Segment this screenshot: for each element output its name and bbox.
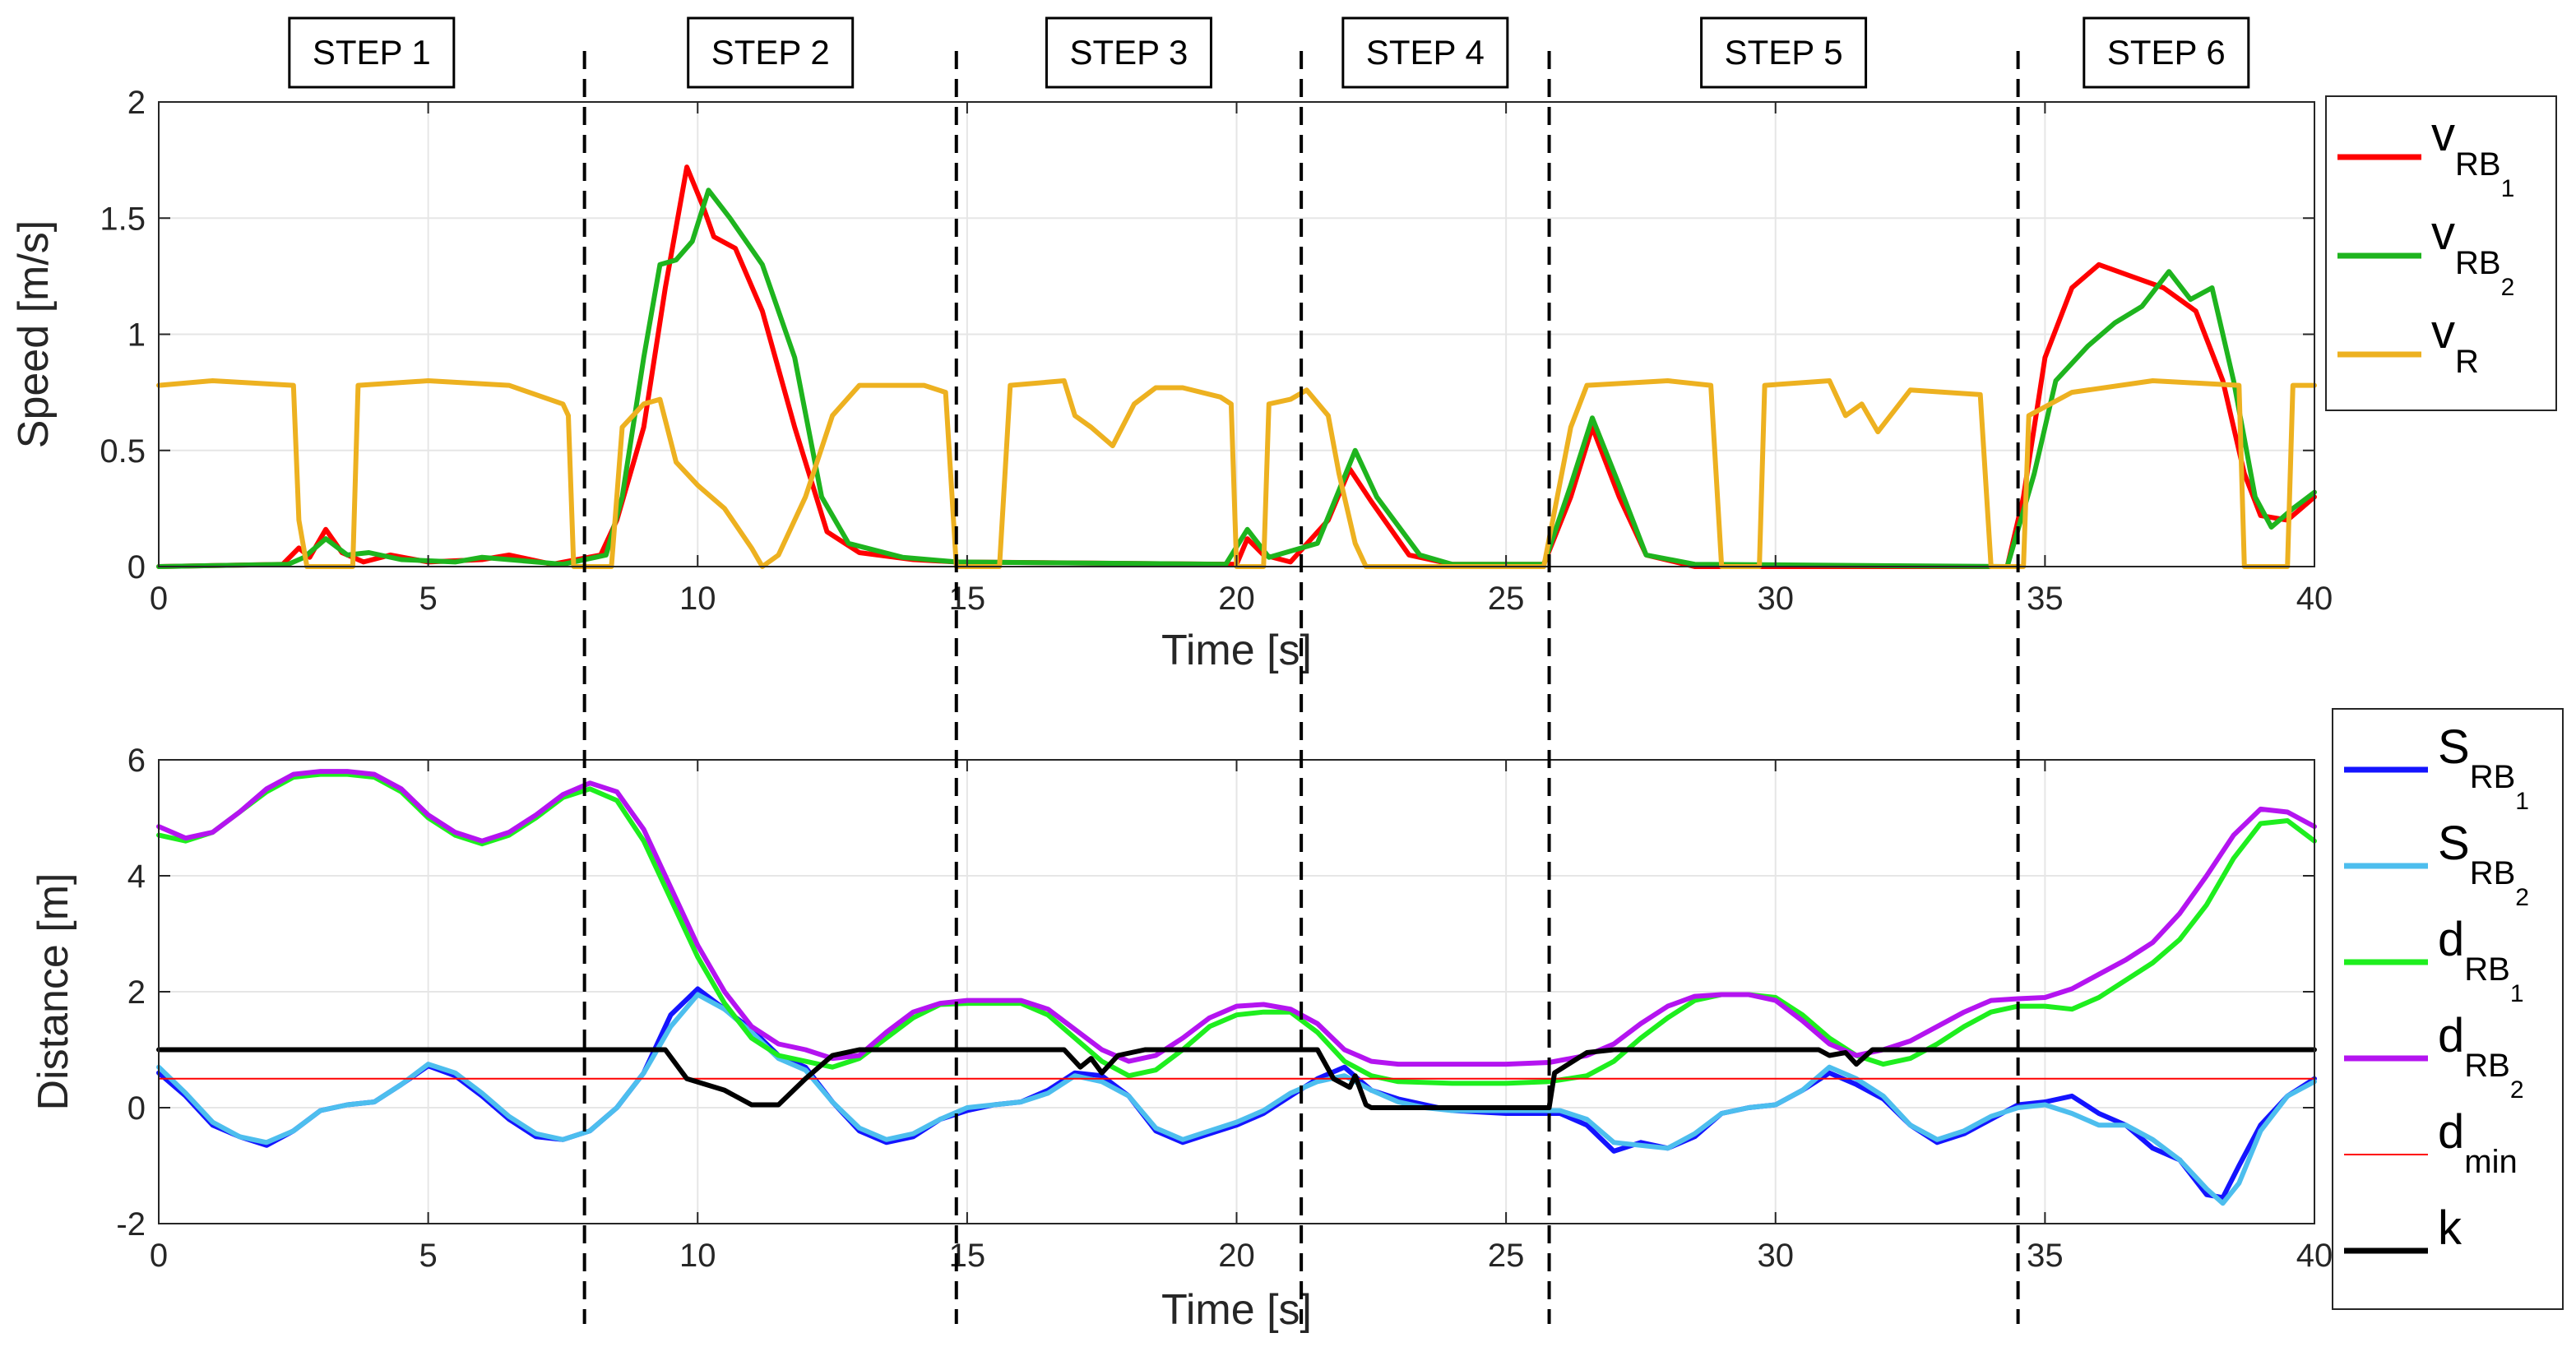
step-label: STEP 1 (313, 33, 431, 72)
legend-label-v-r: vR (2431, 305, 2479, 380)
series-line-k (156, 1047, 2317, 1110)
step-label-box (687, 16, 855, 89)
distance-x-tick-label: 25 (1488, 1238, 1525, 1274)
legend-main: S (2438, 817, 2470, 870)
legend-main: d (2438, 1009, 2464, 1062)
distance-y-tick-label: 2 (127, 974, 146, 1011)
legend-main: v (2431, 108, 2455, 161)
step-dividers (582, 51, 2020, 1324)
legend-main: d (2438, 913, 2464, 966)
distance-y-tick-label: 0 (127, 1090, 146, 1127)
step-label: STEP 6 (2107, 33, 2226, 72)
distance-x-tick-label: 5 (419, 1238, 438, 1274)
speed-x-tick-label: 0 (150, 581, 168, 617)
distance-y-axis-label: Distance [m] (30, 873, 77, 1111)
legend-sub: RB (2455, 146, 2501, 183)
distance-y-tick-label: 4 (127, 859, 146, 895)
legend-label-v-rb2: vRB2 (2431, 206, 2514, 301)
legend-main: k (2438, 1201, 2462, 1255)
legend-sub: RB (2470, 759, 2516, 795)
legend-main: d (2438, 1105, 2464, 1159)
speed-x-tick-label: 10 (679, 581, 716, 617)
speed-x-tick-label: 15 (949, 581, 986, 617)
speed-x-tick-label: 35 (2027, 581, 2064, 617)
legend-sub: RB (2470, 855, 2516, 891)
distance-y-tick-label: 6 (127, 743, 146, 779)
distance-x-tick-label: 35 (2027, 1238, 2064, 1274)
step-label: STEP 3 (1069, 33, 1188, 72)
speed-chart: 0 5 10 15 20 25 30 35 40 0 0.5 1 1.5 2 Time [s] Speed [… (10, 85, 2557, 674)
distance-x-tick-label: 15 (949, 1238, 986, 1274)
legend-label-k: k (2438, 1201, 2462, 1255)
legend-label-s-rb2: SRB2 (2438, 817, 2529, 911)
speed-x-tick-label: 25 (1488, 581, 1525, 617)
speed-y-tick-label: 0.5 (100, 433, 146, 470)
step-label-box (288, 16, 456, 89)
legend-main: S (2438, 720, 2470, 774)
legend-main: v (2431, 206, 2455, 260)
legend-sub: RB (2464, 1048, 2510, 1084)
speed-y-tick-label: 1 (127, 317, 146, 354)
series-line-v-rb2 (156, 187, 2317, 569)
legend-sub: RB (2464, 951, 2510, 988)
speed-y-tick-label: 0 (127, 549, 146, 585)
legend-label-d-rb1: dRB1 (2438, 913, 2524, 1007)
distance-x-axis-label: Time [s] (1161, 1286, 1312, 1334)
speed-x-tick-label: 40 (2296, 581, 2333, 617)
step-label-box (1341, 16, 1509, 89)
step-label-box (1700, 16, 1868, 89)
legend-subsub: 1 (2515, 788, 2529, 815)
speed-y-axis-label: Speed [m/s] (10, 220, 58, 448)
legend-label-d-rb2: dRB2 (2438, 1009, 2524, 1104)
legend-sub: RB (2455, 245, 2501, 281)
legend-label-d-min: dmin (2438, 1105, 2518, 1180)
legend-subsub: 1 (2510, 980, 2524, 1007)
series-line-s-rb2 (156, 992, 2317, 1206)
distance-y-tick-label: -2 (116, 1206, 146, 1243)
series-line-d-rb1 (156, 771, 2317, 1086)
step-label: STEP 4 (1366, 33, 1485, 72)
step-label-box (2083, 16, 2250, 89)
speed-x-tick-label: 5 (419, 581, 438, 617)
speed-x-axis-label: Time [s] (1161, 627, 1312, 674)
speed-x-tick-label: 30 (1758, 581, 1795, 617)
legend-subsub: 2 (2515, 884, 2529, 911)
legend-subsub: 2 (2510, 1076, 2524, 1104)
legend-subsub: 2 (2501, 274, 2515, 301)
speed-x-tick-label: 20 (1218, 581, 1255, 617)
distance-legend-box (2332, 708, 2564, 1310)
step-label: STEP 2 (711, 33, 830, 72)
legend-sub: min (2464, 1144, 2517, 1180)
distance-x-tick-label: 30 (1758, 1238, 1795, 1274)
legend-subsub: 1 (2501, 175, 2515, 202)
speed-y-tick-label: 2 (127, 85, 146, 121)
step-label-box (1045, 16, 1212, 89)
legend-sub: R (2455, 344, 2479, 380)
step-label: STEP 5 (1725, 33, 1843, 72)
distance-x-tick-label: 40 (2296, 1238, 2333, 1274)
step-labels: STEP 1 STEP 2 STEP 3 STEP 4 STEP 5 STEP 6 (288, 16, 2250, 89)
distance-x-tick-label: 10 (679, 1238, 716, 1274)
distance-x-tick-label: 20 (1218, 1238, 1255, 1274)
speed-y-tick-label: 1.5 (100, 201, 146, 237)
distance-x-tick-label: 0 (150, 1238, 168, 1274)
legend-label-s-rb1: SRB1 (2438, 720, 2529, 815)
series-line-d-rb2 (156, 769, 2317, 1067)
legend-main: v (2431, 305, 2455, 359)
legend-label-v-rb1: vRB1 (2431, 108, 2514, 202)
